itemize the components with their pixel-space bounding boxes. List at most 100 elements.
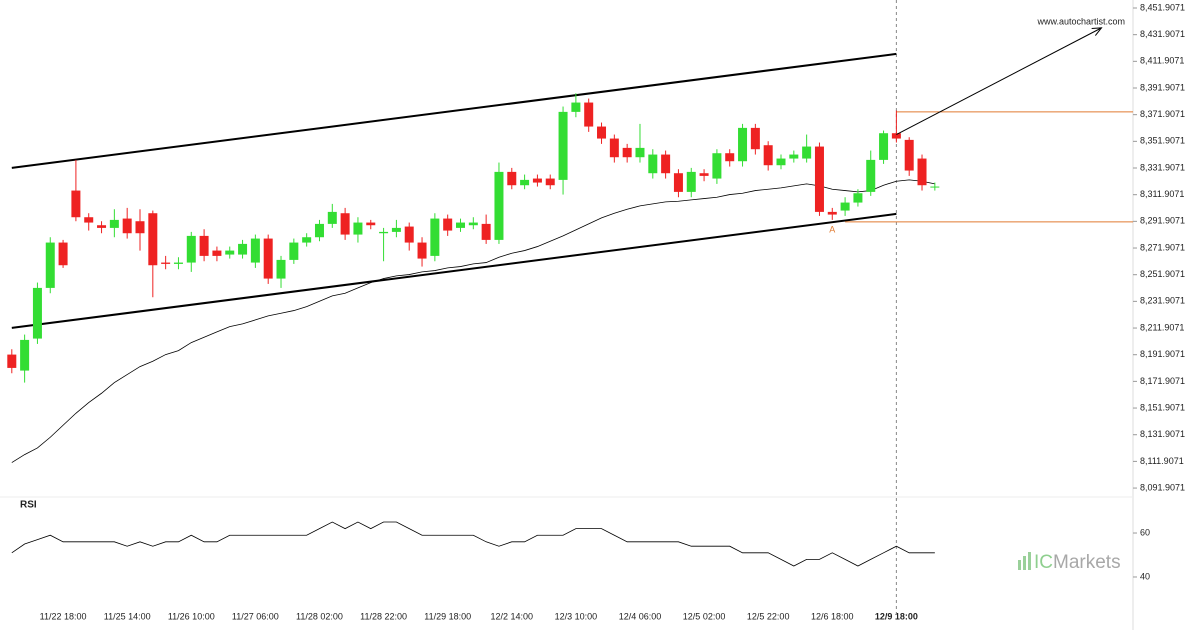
candle-body: [802, 146, 812, 159]
candle-body: [84, 217, 94, 223]
candle-body: [353, 222, 363, 235]
candle-body: [109, 219, 119, 228]
candle-body: [712, 153, 722, 179]
candle-body: [289, 242, 299, 260]
candle-body: [97, 225, 107, 228]
candle-body: [366, 222, 376, 226]
candle-body: [340, 213, 350, 235]
candle-body: [468, 222, 478, 226]
candle-body: [7, 354, 17, 368]
candle-body: [443, 218, 453, 231]
candle-body: [417, 242, 427, 259]
candle-body: [827, 211, 837, 215]
x-tick-label: 11/22 18:00: [40, 611, 87, 621]
y-tick-label: 60: [1140, 527, 1150, 537]
candle-body: [45, 242, 55, 288]
candle-body: [379, 231, 389, 234]
candle-body: [661, 154, 671, 174]
candle-body: [148, 213, 158, 266]
x-tick-label: 12/5 02:00: [683, 611, 726, 621]
candle-body: [430, 218, 440, 256]
candle-body: [20, 339, 30, 371]
candle-body: [699, 173, 709, 176]
y-tick-label: 8,191.9071: [1140, 349, 1185, 359]
candle-body: [545, 178, 555, 186]
y-tick-label: 8,251.9071: [1140, 269, 1185, 279]
x-tick-label: 11/28 22:00: [360, 611, 407, 621]
candle-body: [481, 223, 491, 240]
brand-ic: IC: [1034, 552, 1053, 573]
x-tick-label: 11/28 02:00: [296, 611, 343, 621]
y-tick-label: 8,231.9071: [1140, 296, 1185, 306]
candle-body: [238, 243, 248, 255]
candle-body: [225, 250, 235, 255]
y-tick-label: 8,311.9071: [1140, 189, 1184, 199]
candle-body: [571, 102, 581, 112]
candle-body: [327, 211, 337, 224]
x-tick-label: 12/4 06:00: [619, 611, 662, 621]
candle-body: [58, 242, 68, 266]
indicator-label: RSI: [20, 500, 37, 511]
candle-body: [609, 138, 619, 158]
candle-body: [725, 153, 735, 162]
channel-line: [11, 212, 897, 329]
candle-body: [314, 223, 324, 238]
candle-body: [404, 226, 414, 243]
y-tick-label: 8,351.9071: [1140, 136, 1185, 146]
candle-body: [853, 193, 863, 203]
candle-body: [276, 259, 286, 279]
x-tick-label: 12/2 14:00: [491, 611, 534, 621]
pattern-annotation: A: [829, 224, 835, 234]
rsi-line: [11, 521, 935, 567]
candle-body: [584, 102, 594, 127]
candle-body: [930, 186, 940, 188]
x-tick-label: 12/6 18:00: [811, 611, 854, 621]
y-tick-label: 8,151.9071: [1140, 402, 1185, 412]
candle-body: [391, 227, 401, 232]
candle-body: [32, 287, 42, 339]
candle-body: [135, 221, 145, 234]
candle-body: [456, 222, 465, 228]
y-tick-label: 8,371.9071: [1140, 109, 1185, 119]
y-tick-label: 40: [1140, 571, 1150, 581]
y-tick-label: 8,131.9071: [1140, 429, 1185, 439]
candle-body: [161, 262, 171, 264]
candle-body: [173, 262, 183, 264]
candle-body: [494, 171, 504, 240]
candle-body: [250, 238, 260, 263]
y-tick-label: 8,391.9071: [1140, 82, 1185, 92]
candle-body: [840, 202, 850, 211]
candle-body: [879, 133, 889, 160]
candle-body: [814, 146, 824, 212]
candle-body: [302, 237, 312, 243]
candle-body: [263, 238, 273, 279]
candle-body: [520, 179, 530, 186]
y-tick-label: 8,091.9071: [1140, 482, 1185, 492]
candle-body: [635, 147, 645, 158]
candle-body: [686, 171, 696, 192]
candle-body: [212, 250, 222, 256]
logo-bar: [1018, 560, 1021, 570]
candle-body: [122, 218, 132, 234]
candle-body: [904, 139, 914, 171]
logo-bar: [1028, 552, 1031, 570]
candle-body: [532, 178, 542, 183]
y-tick-label: 8,271.9071: [1140, 242, 1185, 252]
y-tick-label: 8,411.9071: [1140, 56, 1184, 66]
y-tick-label: 8,111.9071: [1140, 456, 1184, 466]
candle-body: [750, 127, 760, 150]
candle-body: [558, 111, 568, 180]
x-tick-label: 12/5 22:00: [747, 611, 790, 621]
candle-body: [186, 235, 196, 263]
watermark: www.autochartist.com: [1036, 16, 1125, 26]
candle-body: [763, 145, 773, 166]
candle-body: [917, 158, 927, 186]
candle-body: [776, 158, 786, 166]
x-tick-label: 12/3 10:00: [555, 611, 598, 621]
candle-body: [673, 173, 683, 192]
brand-markets: Markets: [1053, 552, 1121, 573]
candle-body: [507, 171, 517, 186]
candle-body: [71, 190, 81, 218]
y-tick-label: 8,211.9071: [1140, 322, 1184, 332]
